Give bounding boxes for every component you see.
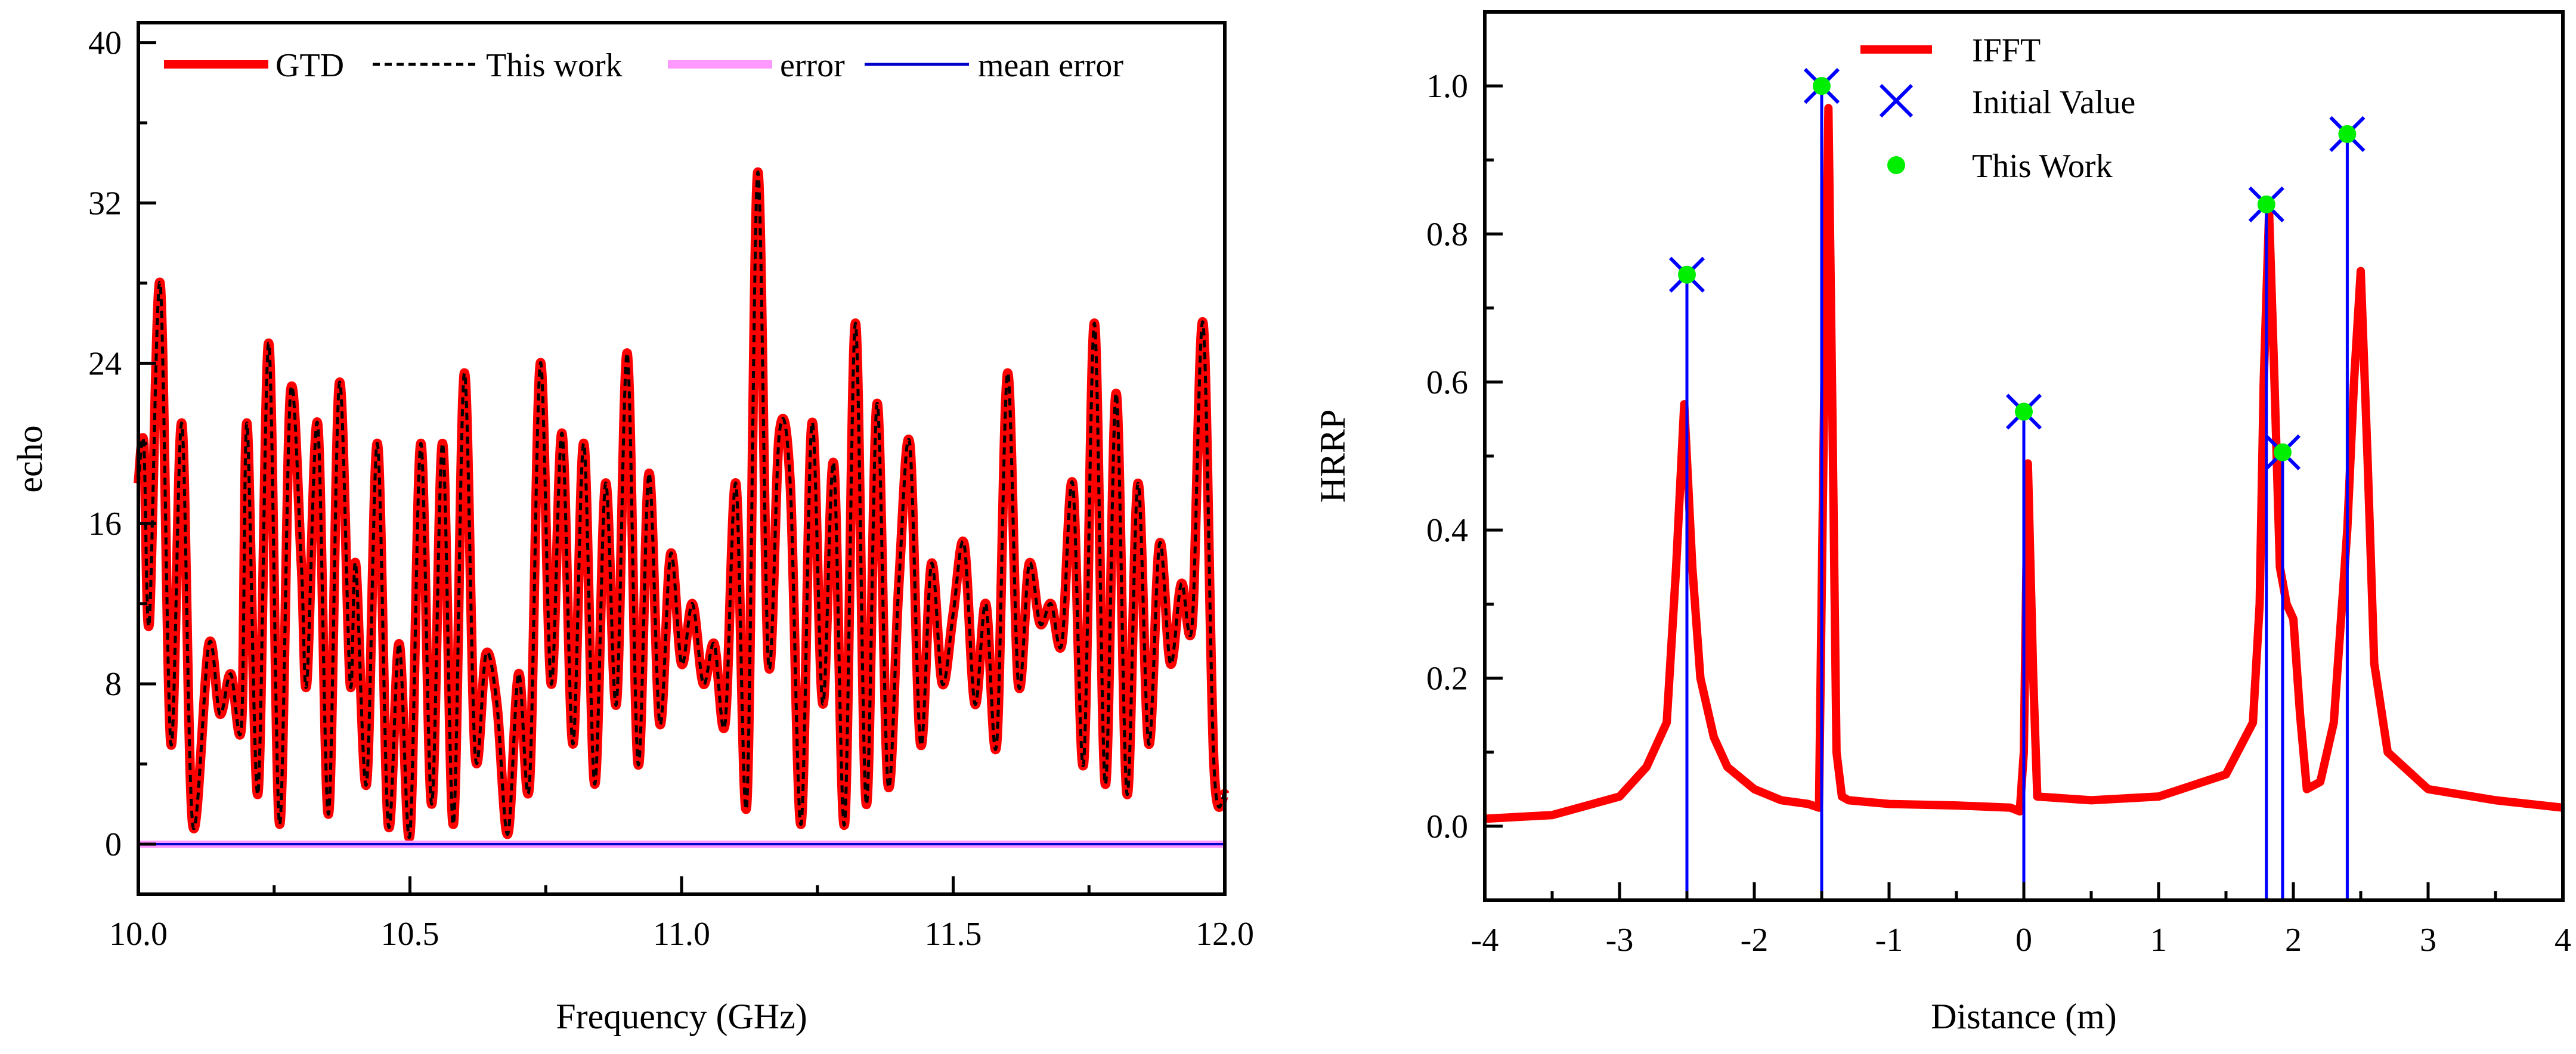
echo-x-axis-title: Frequency (GHz): [556, 997, 807, 1036]
hrrp-y-axis-title: HRRP: [1313, 410, 1352, 503]
echo-frequency-chart: 10.0 10.5 11.0 11.5 12.0 0 8 16 24 32 40 Frequency…: [10, 21, 1254, 1036]
legend-label-initial-value: Initial Value: [1972, 84, 2135, 121]
hrrp-y-tick-label: 0.2: [1426, 661, 1468, 698]
hrrp-x-tick-label: -4: [1471, 922, 1499, 959]
this-work-marker: [2273, 443, 2292, 461]
echo-x-tick-label: 12.0: [1196, 916, 1254, 953]
echo-y-tick-label: 8: [105, 666, 122, 703]
legend-label-this-work: This work: [486, 47, 623, 84]
hrrp-y-tick-label: 0.6: [1426, 364, 1468, 401]
this-work-marker: [1678, 265, 1696, 284]
hrrp-x-tick-label: -1: [1875, 922, 1903, 959]
hrrp-distance-chart: -4 -3 -2 -1 0 1 2 3 4 0.0 0.2 0.4 0.6 0.8 1.0 Distance…: [1313, 10, 2571, 1036]
echo-x-tick-label: 10.5: [381, 916, 439, 953]
echo-y-axis-title: echo: [10, 425, 49, 492]
this-work-marker: [2015, 402, 2033, 421]
hrrp-x-axis-title: Distance (m): [1931, 997, 2117, 1036]
echo-plot-area: [134, 167, 1230, 848]
echo-y-tick-label: 24: [88, 345, 122, 382]
legend-label-error: error: [780, 47, 845, 84]
echo-y-tick-label: 40: [88, 25, 122, 62]
legend-label-mean-error: mean error: [978, 47, 1123, 84]
hrrp-x-tick-label: 2: [2285, 922, 2302, 959]
hrrp-x-tick-label: 3: [2420, 922, 2436, 959]
echo-axis-ticks: 10.0 10.5 11.0 11.5 12.0 0 8 16 24 32 40: [88, 25, 1254, 953]
hrrp-y-tick-label: 0.8: [1426, 216, 1468, 253]
legend-label-this-work-hrrp: This Work: [1972, 148, 2113, 185]
hrrp-y-tick-label: 0.0: [1426, 808, 1468, 845]
hrrp-plot-area: [1484, 68, 2563, 900]
hrrp-x-tick-label: 0: [2015, 922, 2032, 959]
echo-y-tick-label: 32: [88, 185, 122, 222]
echo-y-tick-label: 16: [88, 506, 122, 542]
hrrp-x-tick-label: -2: [1741, 922, 1769, 959]
hrrp-y-tick-label: 0.4: [1426, 512, 1468, 549]
echo-legend: GTD This work error mean error: [164, 47, 1123, 84]
legend-swatch-initial-value: [1879, 83, 1914, 118]
legend-label-ifft: IFFT: [1972, 32, 2041, 69]
this-work-marker: [2338, 125, 2357, 143]
hrrp-axis-ticks: -4 -3 -2 -1 0 1 2 3 4 0.0 0.2 0.4 0.6 0.8 1.0: [1426, 68, 2571, 959]
series-ifft-line: [1484, 104, 2563, 823]
echo-x-tick-label: 11.0: [653, 916, 710, 953]
this-work-marker: [2257, 195, 2275, 213]
legend-label-gtd: GTD: [275, 47, 344, 84]
hrrp-y-tick-label: 1.0: [1426, 68, 1468, 105]
hrrp-x-tick-label: 4: [2555, 922, 2571, 959]
this-work-marker: [1813, 77, 1831, 95]
hrrp-legend: IFFT Initial Value This Work: [1860, 32, 2135, 185]
echo-y-tick-label: 0: [105, 826, 122, 863]
series-gtd-line: [134, 167, 1230, 842]
legend-swatch-this-work-dot: [1887, 156, 1905, 174]
hrrp-x-tick-label: -3: [1606, 922, 1634, 959]
echo-x-tick-label: 11.5: [925, 916, 982, 953]
hrrp-x-tick-label: 1: [2150, 922, 2167, 959]
echo-x-tick-label: 10.0: [109, 916, 168, 953]
